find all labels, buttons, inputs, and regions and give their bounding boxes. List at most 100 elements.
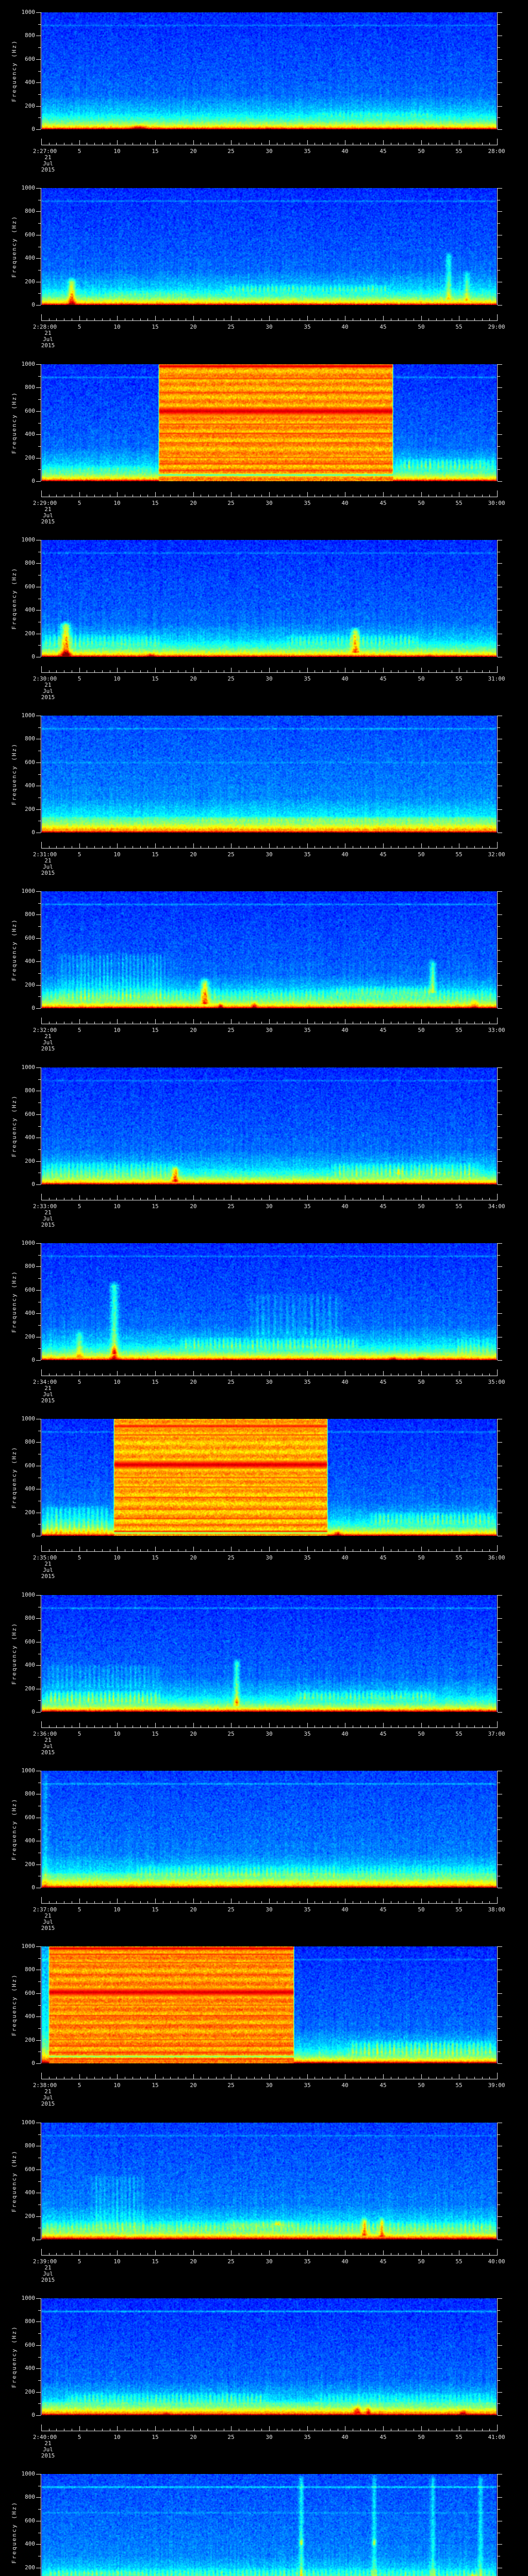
y-axis-tick	[36, 985, 41, 986]
date-label: Jul	[43, 1391, 53, 1398]
y-axis-tick	[36, 59, 41, 60]
y-axis-tick	[498, 1278, 500, 1279]
x-tick-label: 15	[152, 675, 159, 682]
x-axis-tick	[140, 670, 141, 672]
y-axis-tick	[38, 293, 41, 294]
y-axis-tick	[498, 1114, 502, 1115]
spectrogram-image	[41, 1595, 497, 1712]
date-label: Jul	[43, 1039, 53, 1046]
y-tick-label: 200	[25, 103, 35, 109]
x-axis-tick	[147, 1725, 148, 1727]
y-tick-label: 600	[25, 759, 35, 766]
y-tick-label: 1000	[21, 1240, 36, 1247]
spectrogram-panel-2-31-00: Frequency (Hz) 0 200 400 600 800 1000 5 10 15 20 2…	[0, 703, 528, 879]
y-axis-tick	[36, 2040, 41, 2041]
x-tick-label: 40	[341, 1379, 349, 1386]
x-tick-label: 30	[266, 1202, 273, 1210]
y-axis-tick	[38, 996, 41, 997]
x-axis-tick	[41, 2424, 42, 2431]
y-axis-tick	[498, 762, 502, 764]
y-axis-tick	[36, 1360, 41, 1361]
y-tick-label: 200	[25, 981, 35, 989]
y-axis-line-right	[497, 716, 498, 833]
x-axis-tick	[254, 846, 255, 849]
x-axis-tick	[261, 1022, 262, 1024]
x-tick-label: 40	[341, 675, 349, 682]
x-axis-tick	[41, 842, 42, 849]
x-axis-tick	[49, 143, 50, 145]
x-axis-tick	[360, 2252, 361, 2255]
y-tick-label: 0	[31, 301, 35, 309]
spectrogram-image	[41, 1419, 497, 1536]
x-axis-tick	[102, 846, 103, 849]
start-time-label: 2:27:00	[32, 148, 57, 155]
y-axis-tick	[498, 2509, 500, 2510]
x-axis-tick	[284, 1725, 285, 1727]
date-label: 21	[44, 2088, 52, 2095]
spectrogram-panel-2-30-00: Frequency (Hz) 0 200 400 600 800 1000 5 10 15 20 2…	[0, 528, 528, 703]
x-axis-tick	[269, 2074, 270, 2079]
x-axis-tick	[49, 1022, 50, 1024]
y-axis-tick	[38, 1958, 41, 1959]
x-axis-tick	[436, 670, 437, 672]
x-axis-tick	[140, 2077, 141, 2079]
x-axis-tick	[170, 670, 171, 672]
x-tick-label: 40	[341, 1730, 349, 1737]
y-axis-tick	[498, 469, 500, 470]
y-axis-tick	[498, 411, 502, 412]
x-axis-tick	[147, 318, 148, 321]
y-axis-tick	[36, 2321, 41, 2322]
x-tick-label: 35	[304, 148, 311, 155]
x-tick-label: 15	[152, 2433, 159, 2441]
x-axis-tick	[398, 1901, 399, 1903]
y-tick-label: 1000	[21, 888, 36, 895]
y-axis-tick	[36, 914, 41, 916]
date-label: 21	[44, 1912, 52, 1919]
y-axis-tick	[498, 1290, 502, 1291]
x-axis-tick	[254, 2077, 255, 2079]
x-axis-tick	[41, 490, 42, 497]
x-axis-tick	[94, 1197, 95, 1200]
y-tick-label: 200	[25, 630, 35, 637]
x-axis-tick	[368, 2252, 369, 2255]
x-axis-tick	[375, 494, 376, 497]
x-axis-tick	[56, 143, 57, 145]
y-axis-tick	[38, 1325, 41, 1326]
y-axis-title-text: Frequency (Hz)	[10, 919, 18, 981]
x-axis-tick	[269, 843, 270, 849]
x-tick-label: 45	[380, 1730, 387, 1737]
x-axis-tick	[398, 494, 399, 497]
x-axis-tick	[322, 143, 323, 145]
x-axis-tick	[170, 318, 171, 321]
x-axis-tick	[102, 2252, 103, 2255]
x-tick-label: 20	[190, 1027, 197, 1034]
x-axis-tick	[474, 1901, 475, 1903]
x-axis-tick	[284, 2077, 285, 2079]
x-axis-tick	[140, 2252, 141, 2255]
x-axis-tick	[398, 670, 399, 672]
end-time-label: 29:00	[488, 324, 505, 331]
y-axis-tick	[38, 1278, 41, 1279]
start-time-label: 2:39:00	[32, 2258, 57, 2265]
y-axis-tick	[38, 1079, 41, 1080]
x-axis-tick	[193, 1547, 194, 1552]
x-axis-tick	[368, 1197, 369, 1200]
x-axis-tick	[208, 1549, 209, 1552]
x-axis-tick	[421, 140, 422, 145]
y-axis-tick	[498, 2333, 500, 2334]
x-tick-label: 45	[380, 2258, 387, 2265]
y-axis-tick	[38, 1348, 41, 1349]
x-tick-label: 5	[77, 1554, 81, 1562]
y-tick-label: 400	[25, 1661, 35, 1668]
date-label: Jul	[43, 336, 53, 343]
x-axis-tick	[231, 667, 232, 672]
x-axis-tick	[155, 2074, 156, 2079]
x-tick-label: 25	[227, 1379, 235, 1386]
x-axis-tick	[474, 494, 475, 497]
y-axis-tick	[38, 2403, 41, 2404]
x-axis-tick	[436, 2428, 437, 2431]
y-tick-label: 1000	[21, 2470, 36, 2478]
x-tick-label: 20	[190, 324, 197, 331]
x-axis-tick	[208, 670, 209, 672]
x-axis-tick	[49, 670, 50, 672]
